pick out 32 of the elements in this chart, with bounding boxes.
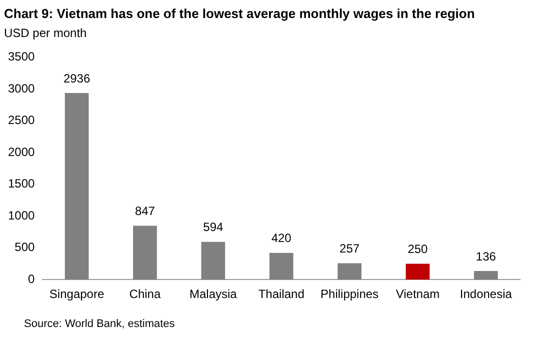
source-note: Source: World Bank, estimates [24, 318, 175, 330]
x-tick-label: Thailand [258, 287, 304, 302]
data-label: 2936 [63, 71, 90, 86]
bar [269, 252, 294, 280]
data-label: 257 [340, 242, 360, 256]
data-label: 136 [476, 249, 496, 264]
y-tick-label: 1000 [8, 208, 36, 222]
data-label: 847 [134, 204, 156, 218]
y-tick-label: 2500 [8, 113, 36, 128]
y-tick-label: 2000 [8, 144, 36, 159]
y-tick-label: 3500 [8, 50, 36, 64]
x-tick-label: China [129, 287, 161, 302]
bar [64, 93, 89, 280]
bar [474, 270, 498, 280]
x-tick-label: Singapore [49, 287, 104, 302]
y-axis-title: USD per month [4, 26, 87, 40]
bar [201, 242, 226, 280]
y-tick-label: 0 [28, 272, 36, 286]
data-label: 250 [408, 242, 428, 256]
x-tick-label: Indonesia [460, 287, 512, 302]
chart-title: Chart 9: Vietnam has one of the lowest average monthly wages in the region [4, 6, 475, 21]
bar [133, 226, 157, 280]
y-tick-label: 500 [14, 240, 36, 254]
bar [406, 264, 430, 280]
data-label: 420 [271, 231, 292, 246]
x-tick-label: Philippines [320, 287, 379, 302]
x-tick-label: Malaysia [189, 287, 238, 302]
y-tick-label: 1500 [8, 176, 36, 191]
y-tick-label: 3000 [8, 81, 36, 96]
bar [338, 263, 362, 280]
data-label: 594 [203, 220, 224, 234]
x-tick-label: Vietnam [396, 287, 440, 302]
